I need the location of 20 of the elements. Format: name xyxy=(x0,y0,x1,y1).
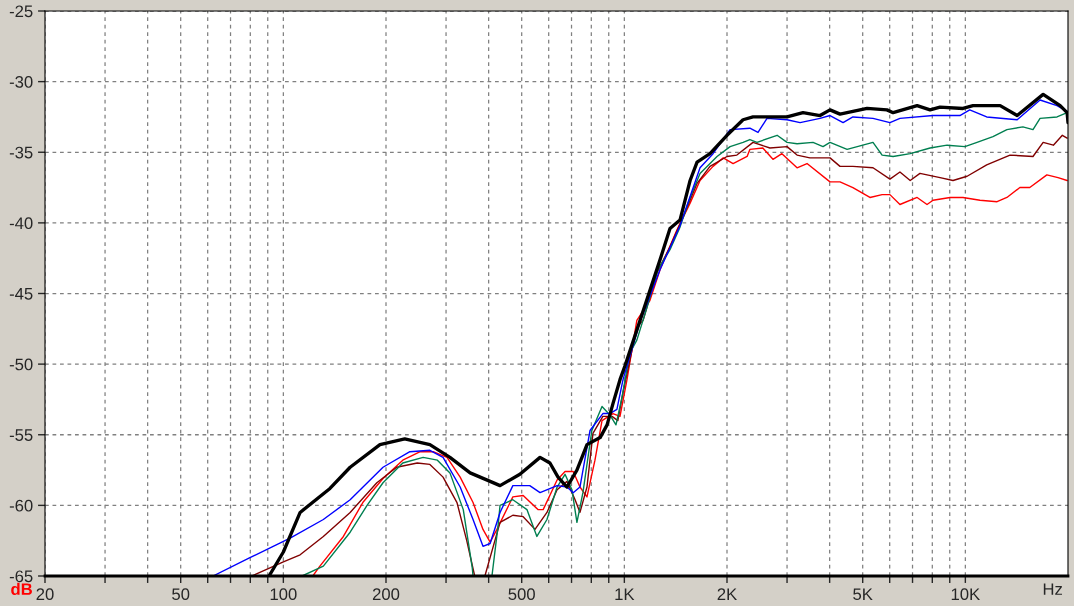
x-tick-label: 100 xyxy=(270,588,297,601)
y-tick-label: -45 xyxy=(9,288,33,300)
x-tick-label: 2K xyxy=(717,588,738,600)
y-tick-label: -50 xyxy=(9,358,33,371)
x-tick-label: 50 xyxy=(172,588,190,601)
y-tick-label: -60 xyxy=(9,499,33,512)
y-tick-label: -25 xyxy=(9,5,33,18)
x-tick-label: 500 xyxy=(508,588,535,601)
x-tick-label: 200 xyxy=(372,588,400,601)
y-axis-title: dB xyxy=(11,582,32,596)
x-axis-title: Hz xyxy=(1043,583,1063,595)
y-tick-label: -35 xyxy=(9,146,33,159)
x-tick-label: 5K xyxy=(853,588,873,601)
y-tick-label: -55 xyxy=(9,429,33,441)
y-tick-label: -40 xyxy=(9,217,33,230)
x-tick-label: 1K xyxy=(615,588,635,600)
x-tick-label: 10K xyxy=(951,588,980,601)
y-tick-label: -30 xyxy=(9,76,33,88)
y-tick-label: -65 xyxy=(9,570,33,583)
x-tick-label: 20 xyxy=(36,588,54,601)
